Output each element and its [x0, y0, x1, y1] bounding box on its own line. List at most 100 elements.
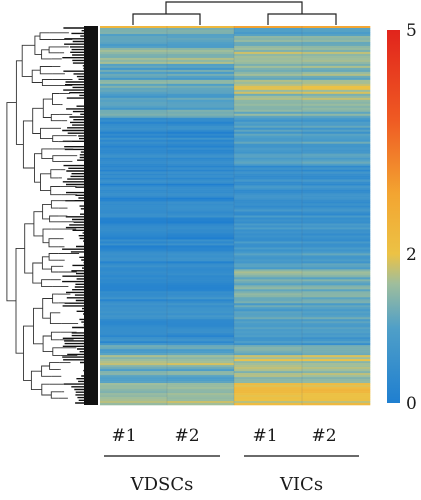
heatmap-cell [302, 173, 371, 176]
heatmap-cell [302, 389, 371, 392]
heatmap-cell [100, 135, 168, 138]
heatmap-cell [302, 281, 371, 284]
heatmap-cell [167, 251, 235, 254]
heatmap-cell [100, 231, 168, 234]
heatmap-cell [100, 241, 168, 244]
heatmap-cell [302, 193, 371, 196]
heatmap-cell [234, 177, 303, 180]
heatmap-cell [167, 95, 235, 99]
heatmap-cell [302, 33, 371, 37]
heatmap-cell [100, 79, 168, 83]
heatmap-cell [302, 117, 371, 121]
heatmap-cell [100, 26, 168, 29]
dendrogram-branch [165, 1, 303, 14]
heatmap-cell [100, 175, 168, 178]
heatmap-cell [234, 323, 303, 326]
dendrogram-branch [41, 383, 52, 396]
heatmap-cell [302, 29, 371, 33]
heatmap-cell [302, 123, 371, 127]
heatmap-cell [302, 145, 371, 148]
heatmap-cell [302, 397, 371, 400]
heatmap-cell [100, 253, 168, 256]
heatmap-cell [167, 213, 235, 216]
heatmap-cell [167, 375, 235, 378]
heatmap-cell [234, 115, 303, 119]
heatmap-cell [100, 27, 168, 31]
heatmap-cell [167, 93, 235, 97]
heatmap-cell [302, 333, 371, 336]
heatmap-cell [100, 321, 168, 324]
heatmap-cell [302, 81, 371, 85]
heatmap-cell [167, 221, 235, 224]
heatmap-cell [100, 265, 168, 268]
dendrogram-branch [48, 253, 59, 261]
heatmap-cell [167, 393, 235, 396]
heatmap-cell [167, 181, 235, 184]
heatmap-cell [167, 189, 235, 192]
heatmap-cell [234, 393, 303, 396]
heatmap-cell [167, 121, 235, 125]
heatmap-cell [302, 147, 371, 150]
heatmap-cell [234, 359, 303, 362]
heatmap-cell [234, 67, 303, 71]
heatmap-cell [302, 121, 371, 125]
heatmap-cell [167, 85, 235, 89]
heatmap-cell [167, 55, 235, 59]
heatmap-cell [302, 293, 371, 296]
heatmap-cell [167, 245, 235, 248]
heatmap-cell [167, 235, 235, 238]
heatmap-cell [100, 363, 168, 366]
heatmap-cell [167, 325, 235, 328]
heatmap-cell [234, 33, 303, 37]
heatmap-cell [100, 149, 168, 152]
heatmap-cell [234, 91, 303, 95]
heatmap-cell [167, 219, 235, 222]
heatmap-cell [234, 109, 303, 113]
heatmap-cell [100, 81, 168, 85]
heatmap-cell [167, 301, 235, 304]
heatmap-cell [234, 267, 303, 270]
heatmap-cell [302, 299, 371, 302]
heatmap-cell [167, 179, 235, 182]
heatmap-cell [302, 351, 371, 354]
heatmap-cell [100, 285, 168, 288]
heatmap-cell [100, 101, 168, 105]
heatmap-cell [100, 201, 168, 204]
heatmap-cell [234, 385, 303, 388]
heatmap-cell [302, 391, 371, 394]
heatmap-cell [302, 201, 371, 204]
dendrogram-branch [49, 312, 62, 325]
heatmap-cell [167, 339, 235, 342]
heatmap-cell [234, 205, 303, 208]
heatmap-cell [302, 347, 371, 350]
heatmap-cell [167, 327, 235, 330]
heatmap-cell [302, 237, 371, 240]
heatmap-cell [302, 387, 371, 390]
heatmap-cell [234, 26, 303, 29]
dendrogram-branch [30, 370, 42, 391]
heatmap-cell [100, 155, 168, 158]
heatmap-cell [234, 397, 303, 400]
heatmap-cell [302, 321, 371, 324]
heatmap-cell [100, 281, 168, 284]
heatmap-cell [302, 399, 371, 402]
heatmap-cell [234, 283, 303, 286]
heatmap-cell [234, 273, 303, 276]
dendrogram-branch [50, 113, 62, 122]
heatmap-cell [167, 127, 235, 131]
heatmap-cell [302, 271, 371, 274]
heatmap-cell [234, 181, 303, 184]
heatmap-cell [100, 121, 168, 125]
heatmap-cell [234, 235, 303, 238]
heatmap-cell [100, 389, 168, 392]
heatmap-cell [167, 385, 235, 388]
heatmap-cell [167, 389, 235, 392]
heatmap-cell [234, 207, 303, 210]
heatmap-cell [234, 211, 303, 214]
heatmap-cell [100, 127, 168, 131]
heatmap-cell [100, 227, 168, 230]
heatmap-cell [167, 159, 235, 162]
heatmap-cell [234, 41, 303, 45]
heatmap-cell [100, 29, 168, 33]
heatmap-cell [302, 109, 371, 113]
